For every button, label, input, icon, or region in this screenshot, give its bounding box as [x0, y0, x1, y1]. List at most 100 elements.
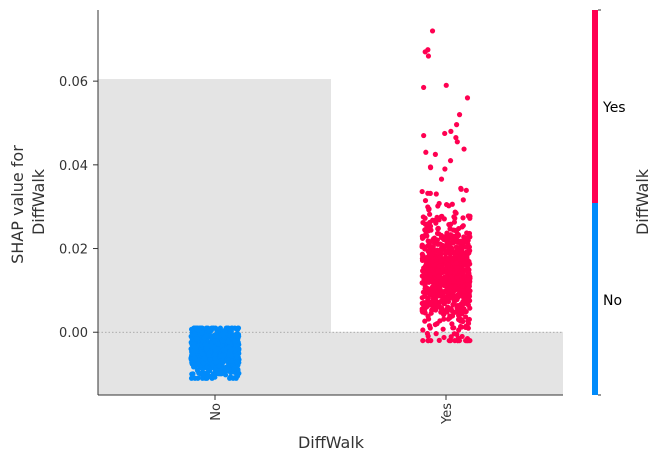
- point-yes: [442, 274, 449, 280]
- point-no: [218, 353, 224, 359]
- point-yes: [435, 226, 441, 232]
- point-yes: [453, 260, 460, 266]
- point-yes: [451, 299, 457, 305]
- point-yes: [465, 302, 471, 308]
- point-yes: [447, 337, 454, 344]
- point-yes: [450, 240, 456, 246]
- y-axis-ticks: 0.06 0.04 0.02 0.00: [59, 75, 98, 341]
- point-yes: [436, 200, 442, 207]
- point-yes: [464, 335, 471, 342]
- point-yes: [455, 232, 462, 239]
- colorbar-label-no: No: [603, 293, 622, 309]
- point-yes: [457, 256, 463, 262]
- point-yes: [450, 227, 457, 233]
- point-no: [190, 371, 196, 377]
- point-yes: [425, 295, 431, 301]
- point-yes: [451, 214, 457, 220]
- series-no-points: [188, 325, 242, 381]
- point-no: [225, 338, 231, 345]
- point-yes: [419, 295, 425, 301]
- point-yes: [437, 304, 443, 311]
- point-no: [212, 367, 218, 373]
- point-yes-outlier: [423, 149, 429, 155]
- point-no: [191, 343, 197, 349]
- point-no: [190, 351, 196, 357]
- point-no: [195, 375, 201, 381]
- point-yes: [425, 228, 431, 234]
- point-no: [220, 338, 226, 344]
- point-yes-outlier: [456, 112, 463, 118]
- point-yes: [451, 255, 457, 261]
- point-no: [216, 371, 222, 377]
- point-yes: [421, 256, 427, 262]
- point-yes: [435, 291, 441, 297]
- point-no: [203, 325, 209, 331]
- point-yes: [428, 291, 434, 297]
- point-yes: [430, 244, 436, 250]
- point-yes: [422, 310, 428, 316]
- point-yes: [449, 201, 455, 207]
- point-yes: [450, 233, 456, 239]
- point-yes: [419, 251, 425, 257]
- point-yes: [436, 337, 442, 343]
- point-no: [226, 358, 232, 364]
- point-yes: [454, 265, 461, 271]
- point-yes: [432, 298, 438, 304]
- point-yes: [422, 215, 428, 221]
- point-yes: [442, 297, 448, 303]
- point-yes: [429, 252, 435, 258]
- colorbar-title: DiffWalk: [633, 168, 652, 235]
- point-yes: [437, 241, 443, 247]
- point-yes: [459, 270, 465, 276]
- point-yes: [449, 321, 455, 327]
- y-axis-title-line-1: SHAP value for: [8, 145, 27, 264]
- point-yes: [438, 176, 445, 182]
- point-no: [220, 331, 226, 337]
- point-yes: [422, 197, 429, 204]
- point-yes-outlier: [425, 53, 432, 59]
- point-no: [201, 355, 207, 361]
- y-axis-title: SHAP value for DiffWalk: [8, 140, 48, 264]
- point-yes: [466, 267, 472, 273]
- point-yes: [450, 325, 456, 331]
- point-no: [192, 355, 198, 361]
- point-yes: [422, 270, 428, 277]
- y-tick-label: 0.06: [59, 75, 88, 90]
- point-no: [215, 341, 221, 347]
- point-yes-outlier: [442, 130, 448, 137]
- point-no: [192, 331, 198, 337]
- point-yes: [440, 326, 446, 332]
- series-yes-points: [419, 28, 473, 344]
- point-yes: [434, 237, 440, 243]
- point-yes: [420, 337, 426, 344]
- histogram-bar-yes: [331, 331, 563, 395]
- point-no: [232, 332, 239, 339]
- point-no: [207, 357, 213, 363]
- point-yes: [463, 249, 469, 255]
- point-no: [228, 369, 234, 375]
- point-yes: [433, 302, 439, 308]
- colorbar-yes-segment: [592, 10, 598, 203]
- point-yes: [425, 337, 431, 344]
- point-no: [228, 346, 234, 352]
- point-yes: [459, 324, 465, 330]
- point-no: [197, 363, 203, 369]
- point-no: [200, 351, 206, 357]
- point-no: [233, 375, 239, 381]
- point-no: [202, 341, 208, 347]
- point-no: [196, 370, 202, 376]
- point-no: [227, 374, 234, 380]
- point-yes: [419, 188, 425, 195]
- axes: [97, 10, 563, 396]
- point-yes: [455, 286, 461, 292]
- point-yes-outlier: [421, 84, 427, 91]
- point-yes: [440, 265, 446, 271]
- point-yes: [464, 277, 470, 283]
- point-yes: [461, 260, 467, 266]
- point-yes: [438, 309, 444, 315]
- point-yes: [421, 300, 427, 306]
- point-yes-outlier: [448, 128, 454, 134]
- point-yes: [445, 262, 451, 269]
- point-yes-outlier: [447, 158, 454, 164]
